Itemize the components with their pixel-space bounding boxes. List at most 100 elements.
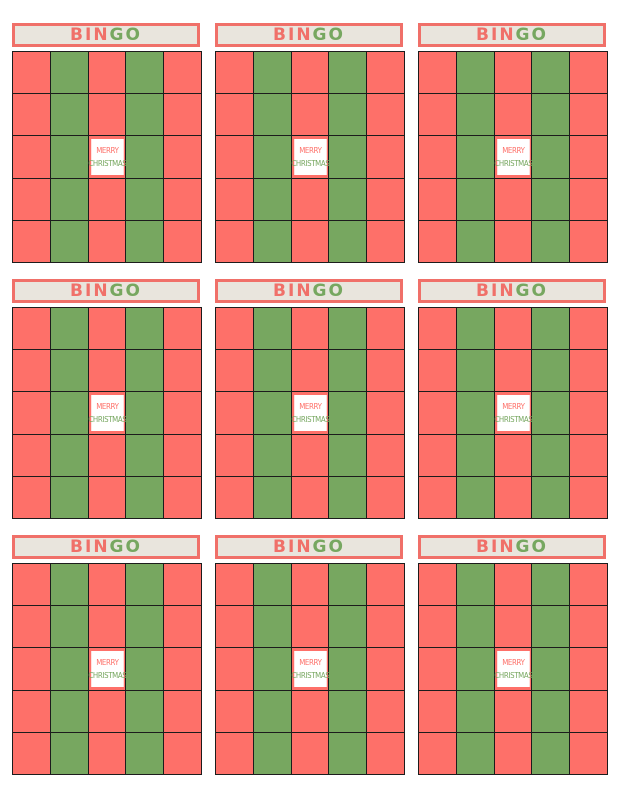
bingo-cell[interactable]: [253, 94, 292, 137]
bingo-cell[interactable]: [126, 94, 165, 137]
bingo-cell[interactable]: [291, 476, 330, 519]
bingo-cell[interactable]: [329, 178, 368, 221]
bingo-cell[interactable]: [164, 690, 202, 733]
bingo-cell[interactable]: [329, 732, 368, 775]
bingo-cell[interactable]: [216, 350, 254, 393]
bingo-cell[interactable]: [216, 564, 254, 607]
bingo-cell[interactable]: [13, 136, 51, 179]
bingo-cell[interactable]: [253, 52, 292, 95]
bingo-cell[interactable]: [456, 564, 495, 607]
bingo-cell[interactable]: [494, 52, 533, 95]
free-space-cell[interactable]: MERRY CHRISTMAS: [88, 392, 126, 435]
bingo-cell[interactable]: [88, 94, 127, 137]
bingo-cell[interactable]: [570, 606, 608, 649]
bingo-cell[interactable]: [126, 564, 165, 607]
bingo-cell[interactable]: [367, 564, 405, 607]
bingo-cell[interactable]: [253, 732, 292, 775]
bingo-cell[interactable]: [291, 606, 330, 649]
bingo-cell[interactable]: [570, 690, 608, 733]
bingo-cell[interactable]: [164, 648, 202, 691]
bingo-cell[interactable]: [164, 220, 202, 263]
free-space-cell[interactable]: MERRY CHRISTMAS: [494, 136, 532, 179]
bingo-cell[interactable]: [216, 476, 254, 519]
bingo-cell[interactable]: [329, 308, 368, 351]
bingo-cell[interactable]: [570, 178, 608, 221]
bingo-cell[interactable]: [329, 434, 368, 477]
bingo-cell[interactable]: [570, 94, 608, 137]
bingo-cell[interactable]: [126, 732, 165, 775]
bingo-cell[interactable]: [419, 648, 457, 691]
bingo-cell[interactable]: [367, 52, 405, 95]
bingo-cell[interactable]: [367, 434, 405, 477]
bingo-cell[interactable]: [50, 392, 89, 435]
bingo-cell[interactable]: [532, 476, 571, 519]
bingo-cell[interactable]: [494, 564, 533, 607]
bingo-cell[interactable]: [126, 648, 165, 691]
bingo-cell[interactable]: [494, 350, 533, 393]
bingo-cell[interactable]: [253, 392, 292, 435]
bingo-cell[interactable]: [88, 308, 127, 351]
free-space-cell[interactable]: MERRY CHRISTMAS: [291, 648, 329, 691]
bingo-cell[interactable]: [367, 178, 405, 221]
bingo-cell[interactable]: [367, 392, 405, 435]
bingo-cell[interactable]: [494, 476, 533, 519]
bingo-cell[interactable]: [253, 564, 292, 607]
bingo-cell[interactable]: [50, 434, 89, 477]
bingo-cell[interactable]: [494, 434, 533, 477]
bingo-cell[interactable]: [532, 564, 571, 607]
bingo-cell[interactable]: [532, 392, 571, 435]
bingo-cell[interactable]: [367, 732, 405, 775]
bingo-cell[interactable]: [494, 308, 533, 351]
bingo-cell[interactable]: [88, 606, 127, 649]
bingo-cell[interactable]: [367, 350, 405, 393]
bingo-cell[interactable]: [456, 606, 495, 649]
bingo-cell[interactable]: [532, 350, 571, 393]
bingo-cell[interactable]: [532, 52, 571, 95]
bingo-cell[interactable]: [126, 690, 165, 733]
bingo-cell[interactable]: [164, 564, 202, 607]
free-space-cell[interactable]: MERRY CHRISTMAS: [494, 648, 532, 691]
bingo-cell[interactable]: [419, 178, 457, 221]
bingo-cell[interactable]: [216, 178, 254, 221]
bingo-cell[interactable]: [50, 220, 89, 263]
bingo-cell[interactable]: [291, 732, 330, 775]
bingo-cell[interactable]: [13, 606, 51, 649]
bingo-cell[interactable]: [50, 606, 89, 649]
bingo-cell[interactable]: [419, 136, 457, 179]
bingo-cell[interactable]: [494, 606, 533, 649]
bingo-cell[interactable]: [253, 648, 292, 691]
bingo-cell[interactable]: [253, 690, 292, 733]
bingo-cell[interactable]: [164, 52, 202, 95]
bingo-cell[interactable]: [216, 606, 254, 649]
bingo-cell[interactable]: [164, 308, 202, 351]
bingo-cell[interactable]: [126, 434, 165, 477]
bingo-cell[interactable]: [50, 476, 89, 519]
bingo-cell[interactable]: [367, 648, 405, 691]
bingo-cell[interactable]: [88, 564, 127, 607]
bingo-cell[interactable]: [367, 308, 405, 351]
bingo-cell[interactable]: [216, 136, 254, 179]
bingo-cell[interactable]: [570, 564, 608, 607]
bingo-cell[interactable]: [456, 648, 495, 691]
bingo-cell[interactable]: [291, 178, 330, 221]
bingo-cell[interactable]: [532, 606, 571, 649]
bingo-cell[interactable]: [532, 648, 571, 691]
bingo-cell[interactable]: [88, 434, 127, 477]
bingo-cell[interactable]: [13, 564, 51, 607]
bingo-cell[interactable]: [419, 606, 457, 649]
bingo-cell[interactable]: [494, 220, 533, 263]
bingo-cell[interactable]: [367, 476, 405, 519]
bingo-cell[interactable]: [13, 392, 51, 435]
bingo-cell[interactable]: [13, 52, 51, 95]
bingo-cell[interactable]: [216, 220, 254, 263]
bingo-cell[interactable]: [13, 476, 51, 519]
bingo-cell[interactable]: [126, 178, 165, 221]
bingo-cell[interactable]: [291, 52, 330, 95]
bingo-cell[interactable]: [329, 564, 368, 607]
bingo-cell[interactable]: [494, 94, 533, 137]
bingo-cell[interactable]: [13, 178, 51, 221]
bingo-cell[interactable]: [126, 52, 165, 95]
free-space-cell[interactable]: MERRY CHRISTMAS: [494, 392, 532, 435]
bingo-cell[interactable]: [570, 434, 608, 477]
bingo-cell[interactable]: [532, 178, 571, 221]
